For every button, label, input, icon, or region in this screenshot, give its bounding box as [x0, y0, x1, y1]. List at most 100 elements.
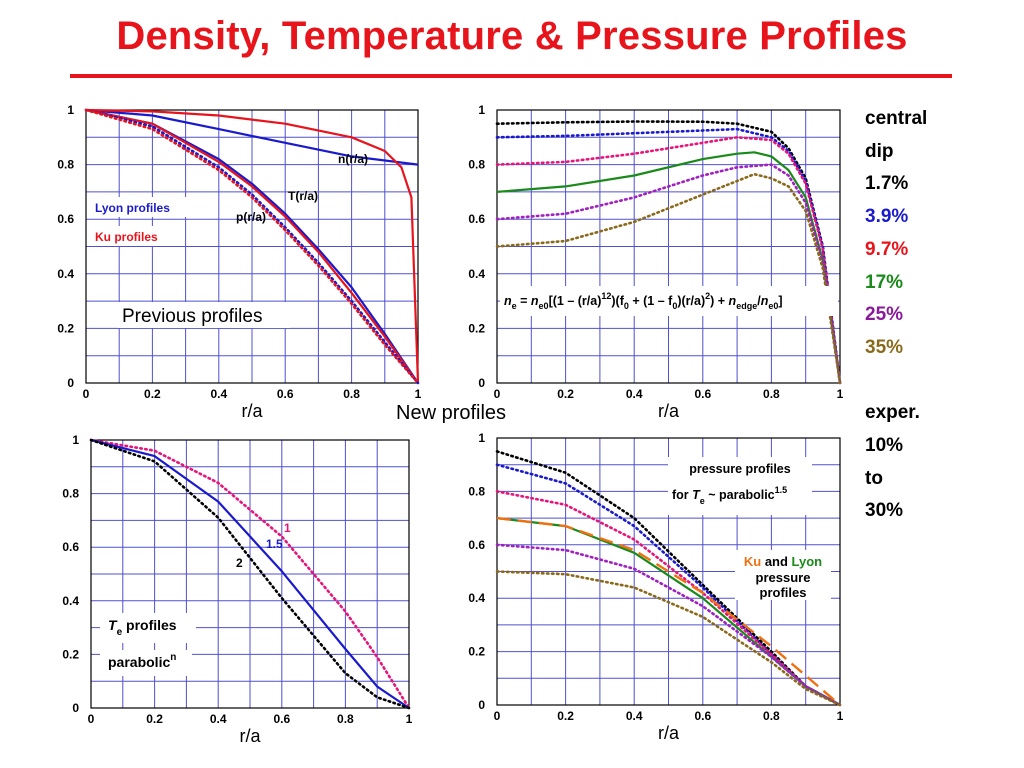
p-profile-label: p(r/a): [236, 210, 266, 224]
previous-profiles-label: Previous profiles: [122, 306, 262, 327]
y-tick-label: 0.4: [468, 591, 485, 605]
formula-sub: 0: [672, 301, 677, 311]
series-line: [84, 108, 420, 385]
side-legend-line: to: [865, 467, 883, 489]
x-tick-label: 0.8: [763, 387, 780, 401]
te-profiles-label: Te profiles: [108, 617, 177, 638]
side-legend-line: 3.9%: [865, 206, 909, 228]
x-tick-label: 0.6: [694, 709, 711, 723]
y-tick-label: 0.2: [62, 647, 79, 661]
side-legend-line: 9.7%: [865, 238, 909, 260]
formula-text: ]: [778, 294, 782, 308]
x-tick-label: 0.4: [626, 387, 643, 401]
te-text: profiles: [122, 617, 177, 633]
n-profile-label: n(r/a): [338, 152, 368, 166]
x-tick-label: 0.4: [626, 709, 643, 723]
x-tick-label: 1: [837, 709, 844, 723]
T-profile-label: T(r/a): [288, 189, 318, 203]
pressure-box-sub: e: [700, 496, 705, 506]
series-line: [89, 438, 411, 710]
ku-lyon-line3: profiles: [760, 585, 807, 600]
x-tick-label: 0.8: [337, 712, 354, 726]
pressure-box-bg: [668, 457, 812, 515]
side-legend-line: 25%: [865, 304, 904, 326]
series-line: [85, 108, 419, 384]
series-line: [85, 108, 419, 166]
ku-profiles-label: Ku profiles: [95, 230, 158, 244]
formula-text: /: [757, 294, 761, 308]
new-profiles-label: New profiles: [396, 402, 507, 424]
formula-sub: 0: [624, 301, 629, 311]
y-tick-label: 0: [72, 701, 79, 715]
x-tick-label: 0: [494, 709, 501, 723]
series-line: [496, 516, 841, 706]
formula-n: n: [531, 294, 539, 308]
y-tick-label: 0: [478, 698, 485, 712]
formula-sub: e0: [768, 301, 778, 311]
y-tick-label: 0.2: [468, 321, 485, 335]
plot-frame: [85, 109, 419, 384]
side-legend-line: exper.: [865, 402, 920, 424]
side-legend-line: 17%: [865, 271, 904, 293]
y-tick-label: 0.8: [62, 487, 79, 501]
side-legend-line: central: [865, 108, 928, 129]
y-tick-label: 0.8: [57, 158, 74, 172]
ku-lyon-label: Ku and Lyon: [744, 554, 822, 569]
x-tick-label: 0.6: [694, 387, 711, 401]
formula-text: ) +: [710, 294, 728, 308]
and-text: and: [761, 554, 791, 569]
y-tick-label: 1: [478, 431, 485, 445]
te-sub: e: [117, 627, 123, 638]
formula-sub: edge: [736, 301, 757, 311]
y-tick-label: 0.6: [62, 540, 79, 554]
x-tick-label: 0.8: [763, 709, 780, 723]
te-T: T: [108, 617, 118, 633]
lyon-text: Lyon: [792, 554, 823, 569]
n2-label: 2: [236, 556, 243, 570]
y-tick-label: 0.2: [468, 645, 485, 659]
formula-sub: e: [512, 301, 517, 311]
series-line: [495, 570, 842, 707]
x-tick-label: 1: [837, 387, 844, 401]
formula-sub: e0: [539, 301, 549, 311]
series-line: [495, 136, 842, 385]
ku-lyon-line2: pressure: [756, 570, 811, 585]
formula-sup: 12: [601, 291, 611, 301]
ku-text: Ku: [744, 554, 761, 569]
y-tick-label: 0.6: [57, 212, 74, 226]
formula-text: + (1 – f: [629, 294, 673, 308]
series-line: [89, 438, 411, 710]
panel-3: 0 0.2 0.4 0.6 0.8 1 0 0.2 0.4 0.6 0.8 1 r/a: [62, 433, 412, 746]
formula-n: n: [761, 294, 769, 308]
y-tick-label: 0.4: [468, 267, 485, 281]
formula-text: [(1 – (r/a): [549, 294, 602, 308]
parabolic-label-bg: [100, 650, 192, 676]
page-title: Density, Temperature & Pressure Profiles: [116, 14, 908, 58]
x-axis-label: r/a: [239, 726, 261, 746]
x-tick-label: 0.4: [210, 712, 227, 726]
lyon-label-bg: [91, 197, 187, 217]
x-tick-label: 0: [494, 387, 501, 401]
formula-bg: [500, 286, 838, 316]
panel-2: 0 0.2 0.4 0.6 0.8 1 0 0.2 0.4 0.6 0.8 1 r/a: [468, 103, 843, 421]
y-tick-label: 0.8: [468, 158, 485, 172]
series-line: [90, 438, 410, 709]
y-tick-label: 0.4: [57, 267, 74, 281]
x-tick-label: 0: [88, 712, 95, 726]
y-tick-label: 0.6: [468, 538, 485, 552]
y-tick-label: 0.4: [62, 594, 79, 608]
formula-text: )(f: [611, 294, 624, 308]
n15-label: 1.5: [266, 537, 283, 551]
series-line: [495, 172, 842, 385]
plot-frame: [90, 439, 410, 709]
pressure-box-T: T: [692, 488, 701, 502]
side-legend-line: 1.7%: [865, 173, 909, 195]
x-tick-label: 1: [406, 712, 413, 726]
pressure-box-tilde: ~ parabolic: [705, 488, 775, 502]
n1-label: 1: [284, 521, 291, 535]
series-line: [495, 163, 842, 385]
x-tick-label: 0.6: [277, 387, 294, 401]
previous-label-bg: [118, 302, 290, 328]
x-tick-label: 0.2: [144, 387, 161, 401]
